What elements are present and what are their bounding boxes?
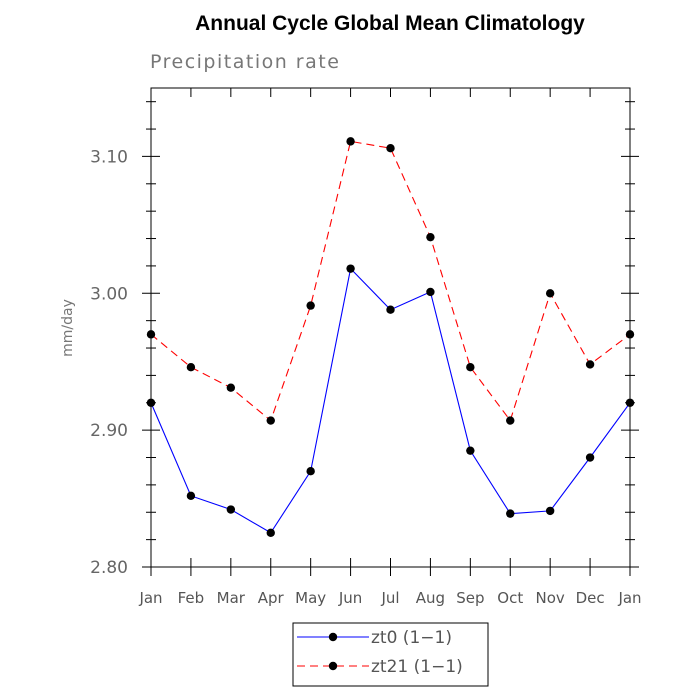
data-point	[226, 383, 236, 392]
x-tick-label: Apr	[258, 589, 285, 607]
y-axis-label: mm/day	[60, 299, 76, 357]
data-point	[306, 301, 315, 310]
legend-label: zt0 (1−1)	[371, 628, 452, 648]
chart-title: Annual Cycle Global Mean Climatology	[195, 12, 585, 35]
data-point	[506, 416, 515, 425]
legend-box	[292, 622, 489, 687]
data-point	[545, 506, 555, 516]
data-point	[386, 144, 395, 153]
y-tick-label: 3.10	[90, 147, 128, 167]
data-point	[545, 289, 555, 298]
series-1	[146, 137, 635, 425]
data-point	[306, 467, 315, 476]
y-tick-label: 2.80	[90, 558, 128, 578]
series-line	[150, 140, 631, 422]
x-tick-label: Sep	[456, 589, 484, 607]
data-point	[266, 416, 275, 425]
data-point	[466, 446, 475, 455]
x-tick-label: Aug	[416, 589, 445, 607]
data-point	[625, 330, 635, 339]
x-tick-label: May	[295, 589, 326, 607]
series-layer	[146, 137, 635, 537]
x-tick-label: Jul	[380, 589, 399, 607]
x-tick-label: Jan	[138, 589, 162, 607]
legend-marker	[328, 661, 338, 671]
data-point	[426, 287, 435, 297]
x-tick-label: Dec	[576, 589, 605, 607]
data-point	[266, 528, 275, 537]
data-point	[426, 232, 435, 242]
x-tick-label: Jan	[617, 589, 641, 607]
data-point	[466, 362, 475, 372]
data-point	[186, 362, 196, 372]
data-point	[146, 398, 156, 407]
axis-ticks: Jan Feb Mar Apr May Jun Jul Aug Sep Oct Nov Dec Jan 2…	[90, 88, 642, 607]
data-point	[346, 264, 355, 273]
x-tick-label: Mar	[217, 589, 246, 607]
data-point	[346, 137, 355, 146]
series-0	[146, 264, 635, 537]
x-tick-label: Jun	[338, 589, 362, 607]
data-point	[386, 305, 395, 314]
legend-label: zt21 (1−1)	[371, 657, 463, 677]
data-point	[506, 509, 515, 518]
data-point	[186, 491, 196, 501]
data-point	[585, 360, 595, 369]
plot-frame	[150, 87, 631, 568]
legend-marker	[328, 632, 338, 642]
y-tick-label: 2.90	[90, 421, 128, 441]
x-tick-label: Feb	[178, 589, 205, 607]
x-tick-label: Nov	[536, 589, 565, 607]
data-point	[625, 398, 635, 407]
data-point	[146, 330, 156, 339]
legend: zt0 (1−1) zt21 (1−1)	[292, 622, 489, 687]
chart-subtitle: Precipitation rate	[150, 51, 340, 73]
data-point	[226, 505, 236, 514]
y-tick-label: 3.00	[90, 284, 128, 304]
data-point	[585, 453, 595, 462]
x-tick-label: Oct	[497, 589, 523, 607]
